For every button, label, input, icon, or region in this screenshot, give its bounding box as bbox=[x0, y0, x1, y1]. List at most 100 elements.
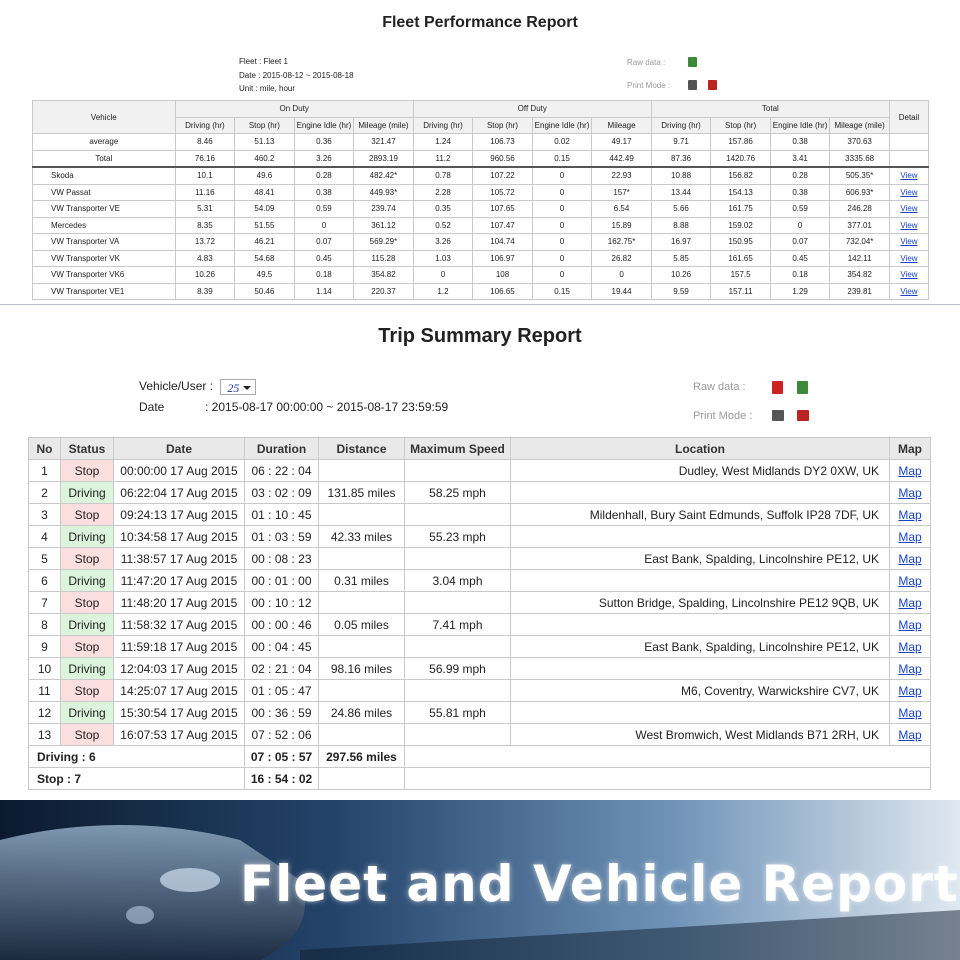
status-cell: Stop bbox=[60, 635, 114, 658]
cell: 377.01 bbox=[829, 216, 890, 234]
empty-cell bbox=[404, 547, 511, 570]
excel-icon[interactable] bbox=[797, 381, 808, 394]
view-link[interactable]: View bbox=[900, 270, 918, 280]
map-link[interactable]: Map bbox=[898, 683, 922, 698]
view-link[interactable]: View bbox=[900, 286, 918, 296]
cell: 16:07:53 17 Aug 2015 bbox=[113, 723, 245, 746]
cell: 0 bbox=[531, 233, 593, 251]
map-cell: Map bbox=[889, 591, 931, 614]
cell: 161.75 bbox=[710, 200, 771, 218]
view-link[interactable]: View bbox=[900, 171, 918, 181]
cell: 22.93 bbox=[591, 166, 652, 185]
vehicle-row: VW Transporter VK 4.83 54.68 0.45 115.28 1.03… bbox=[32, 249, 930, 267]
vehicle-row: VW Transporter VA 13.72 46.21 0.07 569.29* 3.… bbox=[32, 233, 930, 251]
empty-cell bbox=[404, 767, 931, 790]
cell: 354.82 bbox=[829, 266, 890, 284]
vehicle-name: Mercedes bbox=[32, 216, 176, 234]
cell: 0.28 bbox=[769, 166, 831, 185]
cell: East Bank, Spalding, Lincolnshire PE12, … bbox=[510, 635, 890, 658]
pdf-icon[interactable] bbox=[772, 381, 783, 394]
cell: 00:00:00 17 Aug 2015 bbox=[113, 459, 245, 482]
cell: 0.18 bbox=[769, 266, 831, 284]
column-header: Driving (hr) bbox=[412, 116, 474, 134]
cell: 3335.68 bbox=[829, 149, 890, 168]
vehicle-row: VW Transporter VE 5.31 54.09 0.59 239.74 0.35… bbox=[32, 200, 930, 218]
print-icon[interactable] bbox=[688, 80, 697, 90]
cell: 12:04:03 17 Aug 2015 bbox=[113, 657, 245, 680]
cell: 11:47:20 17 Aug 2015 bbox=[113, 569, 245, 592]
empty-cell bbox=[510, 613, 890, 636]
empty-cell bbox=[318, 635, 405, 658]
view-link[interactable]: View bbox=[900, 204, 918, 214]
header-row: Vehicle On Duty Off Duty Total Detail bbox=[32, 100, 930, 134]
map-link[interactable]: Map bbox=[898, 529, 922, 544]
cell: 354.82 bbox=[353, 266, 414, 284]
cell: 49.5 bbox=[234, 266, 295, 284]
trip-section: Trip Summary Report Vehicle/User : 25 Da… bbox=[0, 305, 960, 800]
map-cell: Map bbox=[889, 459, 931, 482]
map-link[interactable]: Map bbox=[898, 661, 922, 676]
column-header: No bbox=[28, 437, 61, 460]
vehicle-select[interactable]: 25 bbox=[220, 379, 257, 395]
map-link[interactable]: Map bbox=[898, 507, 922, 522]
map-link[interactable]: Map bbox=[898, 617, 922, 632]
cell: 26.82 bbox=[591, 249, 652, 267]
vehicle-row: Mercedes 8.35 51.55 0 361.12 0.52 107.47 0 15.89… bbox=[32, 216, 930, 234]
cell: 10.26 bbox=[174, 266, 236, 284]
cell: 0.07 bbox=[293, 233, 355, 251]
cell: 46.21 bbox=[234, 233, 295, 251]
empty-cell bbox=[510, 657, 890, 680]
cell: 7 bbox=[28, 591, 61, 614]
map-link[interactable]: Map bbox=[898, 463, 922, 478]
empty-cell bbox=[318, 591, 405, 614]
excel-icon[interactable] bbox=[688, 57, 697, 67]
cell: 482.42* bbox=[353, 166, 414, 185]
cell: 0.31 miles bbox=[318, 569, 405, 592]
status-cell: Stop bbox=[60, 723, 114, 746]
fleet-meta: Fleet : Fleet 1 Date : 2015-08-12 ~ 2015… bbox=[239, 55, 354, 96]
cell: 0 bbox=[531, 183, 593, 201]
print-pdf-icon[interactable] bbox=[797, 410, 809, 421]
cell: 02 : 21 : 04 bbox=[244, 657, 319, 680]
trip-row: 2 Driving 06:22:04 17 Aug 2015 03 : 02 : 09… bbox=[28, 481, 931, 504]
view-link[interactable]: View bbox=[900, 187, 918, 197]
map-link[interactable]: Map bbox=[898, 705, 922, 720]
empty-cell bbox=[404, 745, 931, 768]
cell: 14:25:07 17 Aug 2015 bbox=[113, 679, 245, 702]
cell: 0.38 bbox=[769, 183, 831, 201]
view-link[interactable]: View bbox=[900, 237, 918, 247]
cell: 49.6 bbox=[234, 166, 295, 185]
cell: 569.29* bbox=[353, 233, 414, 251]
map-link[interactable]: Map bbox=[898, 551, 922, 566]
cell: 1420.76 bbox=[710, 149, 771, 168]
cell: 161.65 bbox=[710, 249, 771, 267]
detail-cell: View bbox=[888, 216, 930, 234]
map-link[interactable]: Map bbox=[898, 485, 922, 500]
map-link[interactable]: Map bbox=[898, 573, 922, 588]
group-header: Vehicle bbox=[32, 100, 176, 134]
cell: 1.2 bbox=[412, 282, 474, 300]
column-header: Stop (hr) bbox=[472, 116, 533, 134]
view-link[interactable]: View bbox=[900, 253, 918, 263]
group-header: Off Duty bbox=[412, 100, 652, 118]
cell: 6.54 bbox=[591, 200, 652, 218]
column-header: Distance bbox=[318, 437, 405, 460]
cell: 10.88 bbox=[650, 166, 712, 185]
meta-line: Unit : mile, hour bbox=[239, 84, 296, 93]
map-cell: Map bbox=[889, 679, 931, 702]
detail-cell: View bbox=[888, 166, 930, 185]
cell: Dudley, West Midlands DY2 0XW, UK bbox=[510, 459, 890, 482]
print-icon[interactable] bbox=[772, 410, 784, 421]
detail-cell: View bbox=[888, 282, 930, 300]
print-pdf-icon[interactable] bbox=[708, 80, 717, 90]
map-link[interactable]: Map bbox=[898, 639, 922, 654]
map-link[interactable]: Map bbox=[898, 595, 922, 610]
map-link[interactable]: Map bbox=[898, 727, 922, 742]
view-link[interactable]: View bbox=[900, 220, 918, 230]
cell: 1.03 bbox=[412, 249, 474, 267]
trip-row: 1 Stop 00:00:00 17 Aug 2015 06 : 22 : 04 Dud… bbox=[28, 459, 931, 482]
summary-row: average 8.46 51.13 0.36 321.47 1.24 106.73 0.02… bbox=[32, 133, 930, 151]
meta-line: Date : 2015-08-12 ~ 2015-08-18 bbox=[239, 70, 354, 80]
fleet-table: Vehicle On Duty Off Duty Total Detail Driving… bbox=[32, 100, 930, 300]
cell: 2 bbox=[28, 481, 61, 504]
